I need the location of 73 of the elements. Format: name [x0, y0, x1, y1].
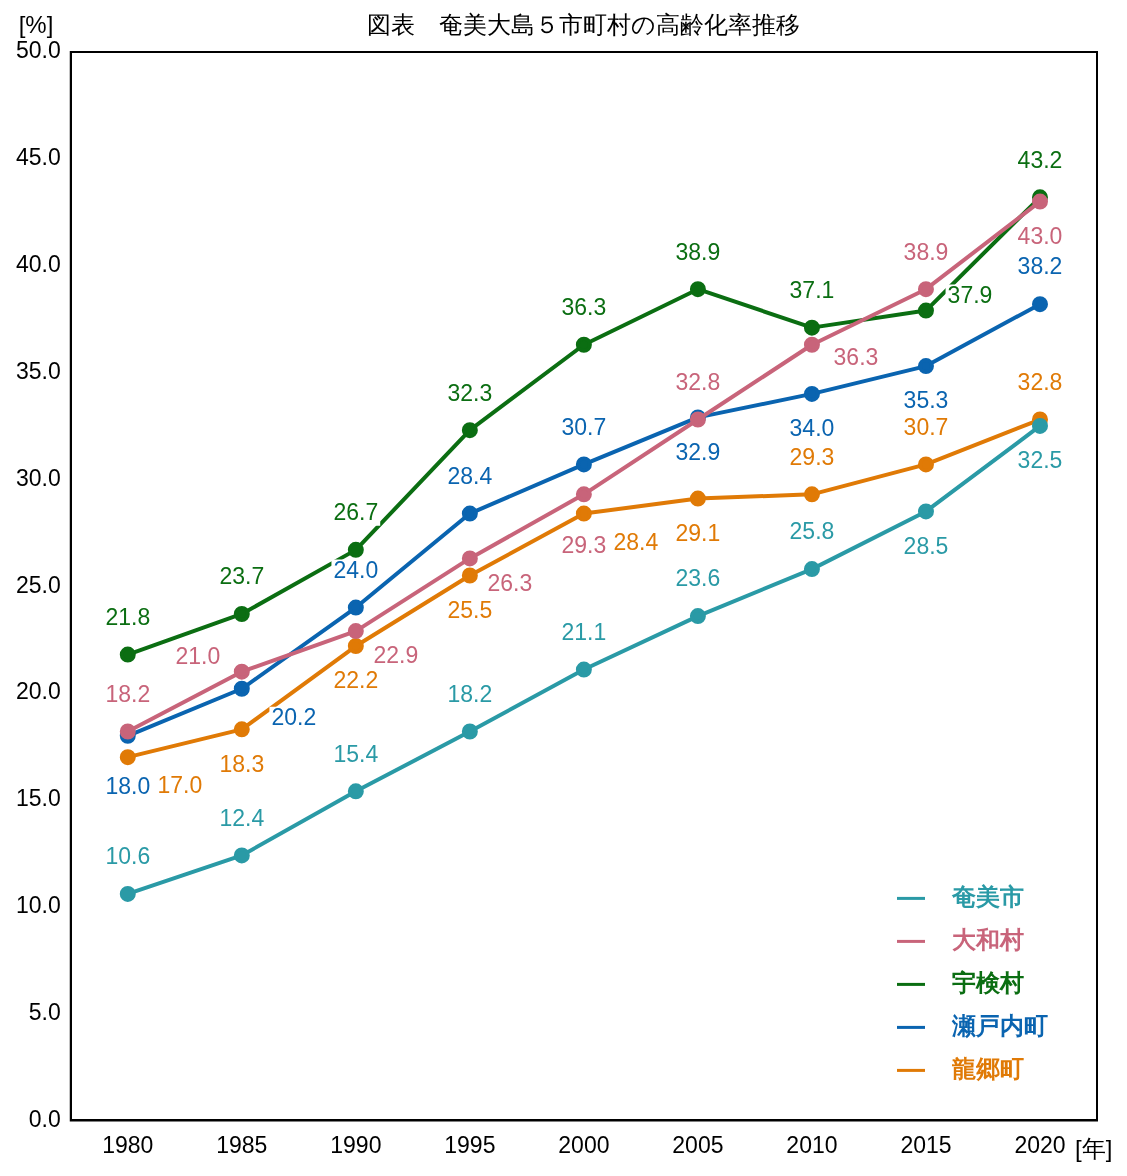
data-label: 10.6	[105, 843, 151, 870]
data-label: 28.4	[447, 462, 493, 489]
x-tick-label: 2010	[786, 1131, 838, 1158]
data-label: 21.0	[175, 643, 221, 670]
data-label: 32.8	[675, 368, 721, 395]
data-label: 37.9	[947, 281, 993, 308]
data-label: 23.6	[675, 565, 721, 592]
data-label: 21.1	[561, 618, 607, 645]
data-label: 35.3	[903, 387, 949, 414]
data-label: 17.0	[157, 772, 203, 799]
data-label: 32.9	[675, 438, 721, 465]
x-tick-label: 1980	[102, 1131, 154, 1158]
data-label: 29.3	[789, 443, 835, 470]
data-label: 36.3	[561, 294, 607, 321]
data-label: 26.3	[487, 569, 533, 596]
data-label: 23.7	[219, 563, 265, 590]
data-label: 43.0	[1017, 222, 1063, 249]
data-label: 24.0	[333, 556, 379, 583]
y-tick-label: 20.0	[16, 678, 61, 705]
x-tick-label: 2015	[900, 1131, 952, 1158]
data-label: 38.9	[903, 238, 949, 265]
data-label: 43.2	[1017, 146, 1063, 173]
data-label: 38.9	[675, 238, 721, 265]
data-label: 15.4	[333, 740, 379, 767]
x-tick-label: 2000	[558, 1131, 610, 1158]
legend-label: 龍郷町	[951, 1055, 1024, 1083]
data-label: 26.7	[333, 499, 379, 526]
y-tick-label: 30.0	[16, 464, 61, 491]
data-label: 20.2	[271, 704, 317, 731]
data-label: 29.1	[675, 519, 721, 546]
y-tick-label: 5.0	[28, 998, 61, 1025]
legend-label: 瀬戸内町	[951, 1012, 1048, 1040]
data-label: 36.3	[833, 344, 879, 371]
x-tick-label: 1985	[216, 1131, 268, 1158]
data-label: 38.2	[1017, 253, 1063, 280]
data-label: 37.1	[789, 276, 835, 303]
data-label: 32.5	[1017, 447, 1063, 474]
data-label: 28.5	[903, 532, 949, 559]
chart-title: 図表 奄美大島５市町村の高齢化率推移	[367, 10, 801, 38]
x-tick-label: 2020	[1014, 1131, 1066, 1158]
y-tick-label: 0.0	[28, 1105, 61, 1132]
data-label: 25.5	[447, 596, 493, 623]
data-label: 18.3	[219, 750, 265, 777]
data-label: 29.3	[561, 531, 607, 558]
data-label: 22.9	[373, 642, 419, 669]
y-tick-label: 40.0	[16, 251, 61, 278]
data-label: 18.0	[105, 773, 151, 800]
x-tick-label: 1995	[444, 1131, 496, 1158]
data-label: 30.7	[903, 413, 949, 440]
x-tick-label: 1990	[330, 1131, 382, 1158]
data-label: 12.4	[219, 804, 265, 831]
y-axis-title: [%]	[18, 10, 54, 38]
y-tick-label: 35.0	[16, 357, 61, 384]
legend-label: 奄美市	[951, 883, 1024, 911]
data-label: 18.2	[105, 680, 151, 707]
data-label: 22.2	[333, 667, 379, 694]
y-tick-label: 50.0	[16, 37, 61, 64]
data-label: 28.4	[613, 528, 659, 555]
data-label: 30.7	[561, 413, 607, 440]
data-label: 25.8	[789, 518, 835, 545]
y-tick-label: 10.0	[16, 892, 61, 919]
x-axis-title: [年]	[1075, 1135, 1113, 1163]
data-label: 21.8	[105, 603, 151, 630]
y-tick-label: 25.0	[16, 571, 61, 598]
data-label: 18.2	[447, 680, 493, 707]
data-label: 34.0	[789, 415, 835, 442]
y-tick-label: 45.0	[16, 144, 61, 171]
legend-label: 宇検村	[952, 969, 1024, 997]
data-label: 32.3	[447, 379, 493, 406]
data-label: 32.8	[1017, 368, 1063, 395]
legend-label: 大和村	[952, 926, 1024, 954]
y-tick-label: 15.0	[16, 785, 61, 812]
x-tick-label: 2005	[672, 1131, 724, 1158]
